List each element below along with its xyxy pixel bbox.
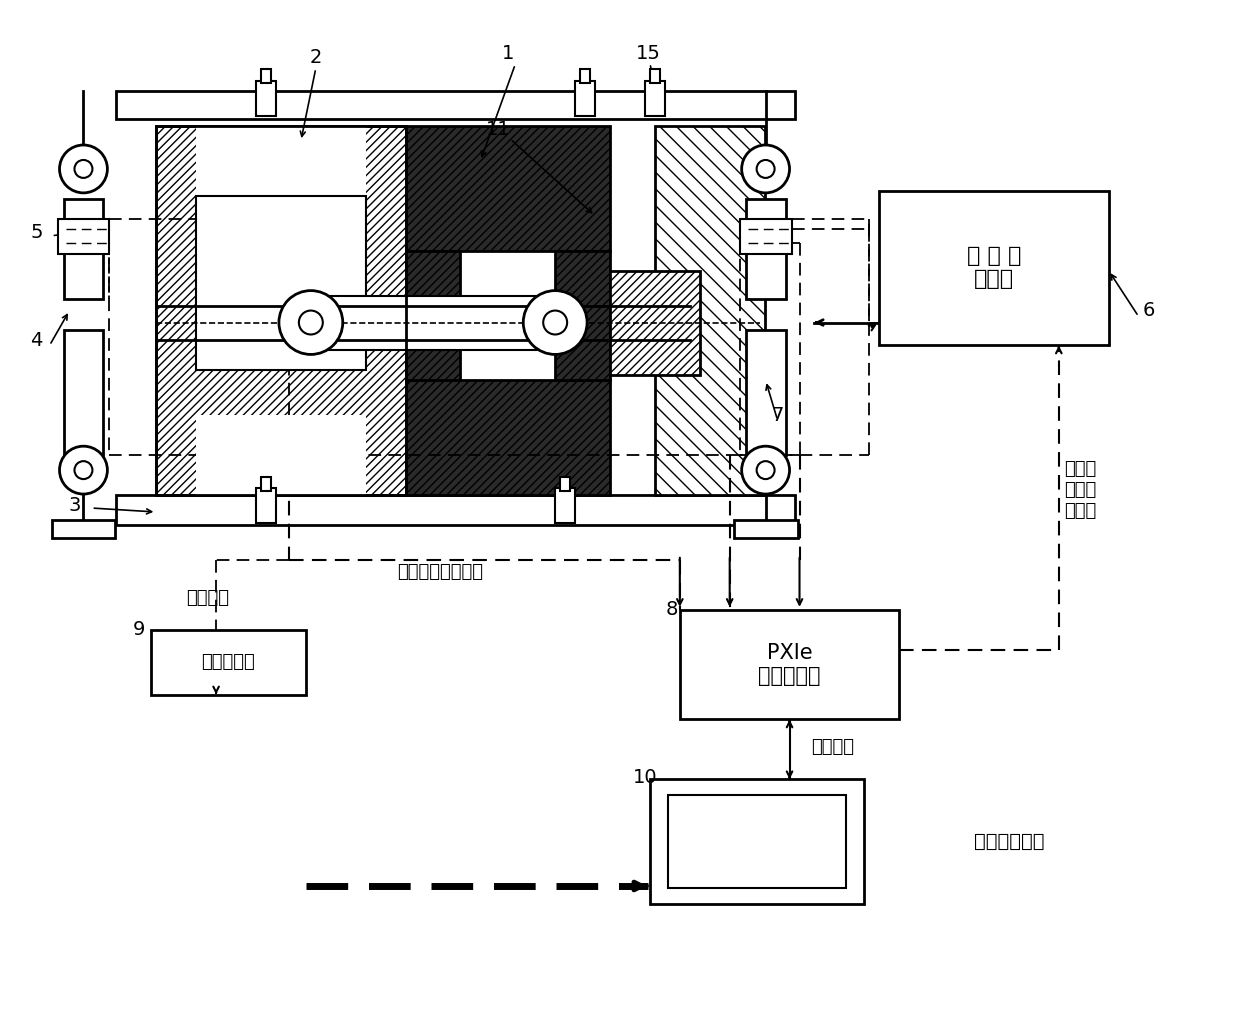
Text: PXIe
实时控制器: PXIe 实时控制器 — [759, 643, 821, 686]
Bar — [260, 69, 272, 83]
Text: 15: 15 — [635, 44, 661, 63]
Bar — [63, 330, 103, 455]
Bar — [69, 457, 98, 487]
Bar — [560, 477, 570, 491]
Circle shape — [74, 461, 93, 480]
Text: 3: 3 — [68, 496, 81, 514]
Bar — [260, 477, 272, 491]
Bar — [556, 488, 575, 523]
Text: 数据采集器: 数据采集器 — [201, 652, 255, 671]
Bar — [668, 795, 847, 888]
Text: 5: 5 — [30, 223, 43, 242]
Text: 2: 2 — [310, 47, 322, 67]
Text: 4: 4 — [31, 331, 42, 350]
Text: 6: 6 — [1142, 301, 1154, 320]
Circle shape — [299, 311, 322, 334]
Text: 7: 7 — [771, 405, 784, 425]
Bar — [156, 126, 405, 495]
Bar — [117, 495, 795, 525]
Bar — [655, 126, 765, 495]
Bar — [405, 251, 460, 381]
Text: 10: 10 — [632, 768, 657, 787]
Bar — [196, 416, 366, 495]
Bar — [151, 630, 306, 695]
Bar — [196, 196, 366, 370]
Bar — [575, 81, 595, 116]
Bar — [740, 219, 791, 254]
Bar — [745, 199, 786, 298]
Bar — [57, 219, 109, 254]
Bar — [311, 295, 556, 351]
Text: 9: 9 — [133, 620, 145, 639]
Bar — [650, 779, 864, 903]
Text: 标准力传感器信号: 标准力传感器信号 — [398, 563, 484, 580]
Circle shape — [742, 145, 790, 192]
Circle shape — [543, 311, 567, 334]
Circle shape — [74, 159, 93, 178]
Circle shape — [279, 290, 342, 354]
Bar — [255, 81, 277, 116]
Circle shape — [523, 290, 587, 354]
Bar — [734, 520, 797, 538]
Bar — [745, 330, 786, 455]
Bar — [610, 271, 699, 376]
Bar — [580, 69, 590, 83]
Circle shape — [60, 447, 108, 494]
Bar — [556, 251, 610, 381]
Bar — [650, 69, 660, 83]
Text: 11: 11 — [486, 119, 511, 139]
Bar — [680, 610, 899, 719]
Circle shape — [742, 447, 790, 494]
Text: 平板式工控机: 平板式工控机 — [975, 831, 1044, 851]
Bar — [751, 156, 780, 186]
Bar — [52, 520, 115, 538]
Text: 伺 服 液
压系统: 伺 服 液 压系统 — [967, 246, 1022, 289]
Text: 天平信号: 天平信号 — [186, 589, 229, 607]
Bar — [156, 126, 405, 495]
Circle shape — [756, 159, 775, 178]
Bar — [69, 156, 98, 186]
Bar — [405, 381, 610, 495]
Bar — [255, 488, 277, 523]
Bar — [405, 126, 610, 251]
Bar — [879, 190, 1109, 346]
Bar — [196, 126, 366, 241]
Text: 电液伺
服阀调
节信号: 电液伺 服阀调 节信号 — [1064, 460, 1096, 520]
Circle shape — [756, 461, 775, 480]
Bar — [751, 457, 780, 487]
Text: 以太网线: 以太网线 — [811, 739, 854, 756]
Text: 8: 8 — [666, 600, 678, 619]
Bar — [117, 92, 795, 119]
Bar — [645, 81, 665, 116]
Text: 1: 1 — [502, 44, 515, 63]
Circle shape — [60, 145, 108, 192]
Bar — [63, 199, 103, 298]
